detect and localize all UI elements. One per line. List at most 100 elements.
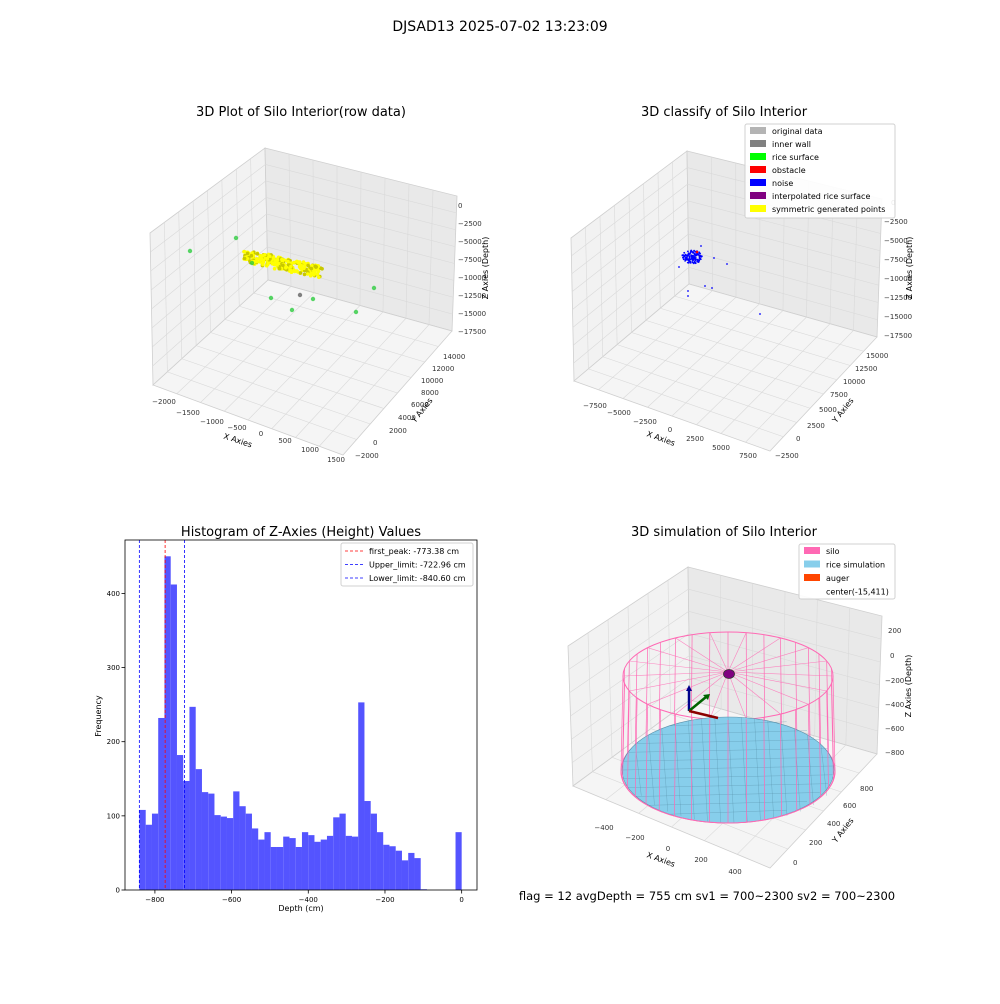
classify-noise-point (759, 313, 761, 315)
raw-ytick: −2000 (355, 452, 379, 460)
raw-surface-point (284, 266, 288, 270)
classify-noise-point (687, 262, 689, 264)
hist-bar (402, 860, 408, 890)
classify-noise-point (698, 261, 700, 263)
panel-classify: 3D classify of Silo Interior −7500 −5000… (571, 105, 914, 460)
sim-center-marker (724, 670, 735, 679)
sim-xlabel: X Axies (645, 850, 676, 869)
classify-noise-point (685, 259, 687, 261)
classify-legend-swatch (750, 166, 766, 173)
panel-simulation: 3D simulation of Silo Interior −400 −200… (568, 525, 913, 876)
classify-legend-swatch (750, 127, 766, 134)
hist-bar (358, 702, 364, 890)
classify-noise-point (683, 252, 685, 254)
classify-ytick: 2500 (807, 422, 825, 430)
hist-bar (214, 815, 220, 890)
hist-bar (264, 832, 270, 890)
raw-surface-point (290, 270, 294, 274)
raw-xtick: −1000 (200, 418, 224, 426)
hist-ytick-label: 300 (107, 664, 120, 672)
raw-ytick: 0 (373, 439, 377, 447)
sim-ztick: −400 (885, 701, 904, 709)
raw-surface-point (306, 272, 310, 276)
hist-xtick-label: −200 (375, 896, 394, 904)
hist-bar (177, 755, 183, 890)
raw-surface-point (310, 267, 314, 271)
raw-xtick: 0 (259, 430, 263, 438)
hist-bar (202, 792, 208, 890)
hist-bar (314, 842, 320, 890)
raw-surface-point (313, 272, 317, 276)
sim-legend-label: auger (826, 574, 850, 583)
classify-legend-swatch (750, 140, 766, 147)
classify-noise-point (693, 263, 695, 265)
classify-xtick: 0 (668, 426, 672, 434)
sim-ytick: 0 (793, 859, 797, 867)
raw-surface-point (309, 274, 313, 278)
raw-xtick: 500 (278, 437, 291, 445)
classify-noise-point (689, 257, 691, 259)
classify-legend-swatch (750, 153, 766, 160)
hist-bar (364, 801, 370, 890)
classify-ytick: 10000 (843, 378, 865, 386)
sim-ztick: −600 (885, 725, 904, 733)
classify-ztick: −17500 (884, 332, 912, 340)
raw-surface-point (256, 252, 260, 256)
classify-noise-point (691, 257, 693, 259)
classify-noise-point (684, 255, 686, 257)
classify-zlabel: Z Axies (Depth) (905, 237, 914, 300)
hist-bars (139, 556, 461, 890)
classify-noise-point (695, 258, 697, 260)
hist-ytick-label: 400 (107, 590, 120, 598)
hist-bar (339, 814, 345, 890)
sim-xtick: 200 (694, 856, 707, 864)
classify-noise-point (704, 285, 706, 287)
hist-bar (221, 817, 227, 890)
hist-bar (352, 837, 358, 890)
classify-ztick: −2500 (884, 218, 908, 226)
raw-surface-point (271, 262, 275, 266)
hist-bar (327, 836, 333, 890)
raw-surface-point (278, 267, 282, 271)
raw-zlabel: Z Axies (Depth) (481, 237, 490, 300)
raw-surface-point (250, 254, 254, 258)
hist-ytick-label: 100 (107, 812, 120, 820)
sim-legend-swatch (804, 547, 820, 554)
classify-legend-swatch (750, 179, 766, 186)
raw-ytick: 12000 (432, 365, 454, 373)
hist-legend-label: Lower_limit: -840.60 cm (369, 574, 466, 583)
hist-bar (283, 837, 289, 890)
raw-surface-point (303, 262, 307, 266)
raw-surface-point (303, 273, 307, 277)
hist-bar (152, 814, 158, 890)
hist-bar (158, 718, 164, 890)
raw-ytick: 8000 (421, 389, 439, 397)
sim-xtick: −200 (625, 834, 644, 842)
hist-bar (139, 810, 145, 890)
classify-ytick: 12500 (855, 365, 877, 373)
hist-bar (389, 846, 395, 890)
sim-ytick: 400 (827, 820, 840, 828)
classify-legend-frame (745, 124, 895, 218)
raw-ztick: −17500 (458, 328, 486, 336)
panel-histogram: Histogram of Z-Axies (Height) Values −80… (94, 525, 477, 913)
hist-bar (346, 836, 352, 890)
raw-surface-point (299, 271, 303, 275)
raw-wall-point (298, 293, 302, 297)
classify-noise-point (701, 255, 703, 257)
hist-xlabel: Depth (cm) (278, 904, 323, 913)
raw-rice-point (290, 308, 294, 312)
hist-bar (196, 769, 202, 890)
hist-xtick-label: −400 (299, 896, 318, 904)
hist-bar (271, 847, 277, 890)
hist-legend-label: Upper_limit: -722.96 cm (369, 561, 466, 570)
raw-rice-point (311, 297, 315, 301)
raw-rice-point (234, 236, 238, 240)
status-footer: flag = 12 avgDepth = 755 cm sv1 = 700~23… (519, 889, 895, 903)
classify-noise-point (687, 254, 689, 256)
classify-noise-point (692, 252, 694, 254)
